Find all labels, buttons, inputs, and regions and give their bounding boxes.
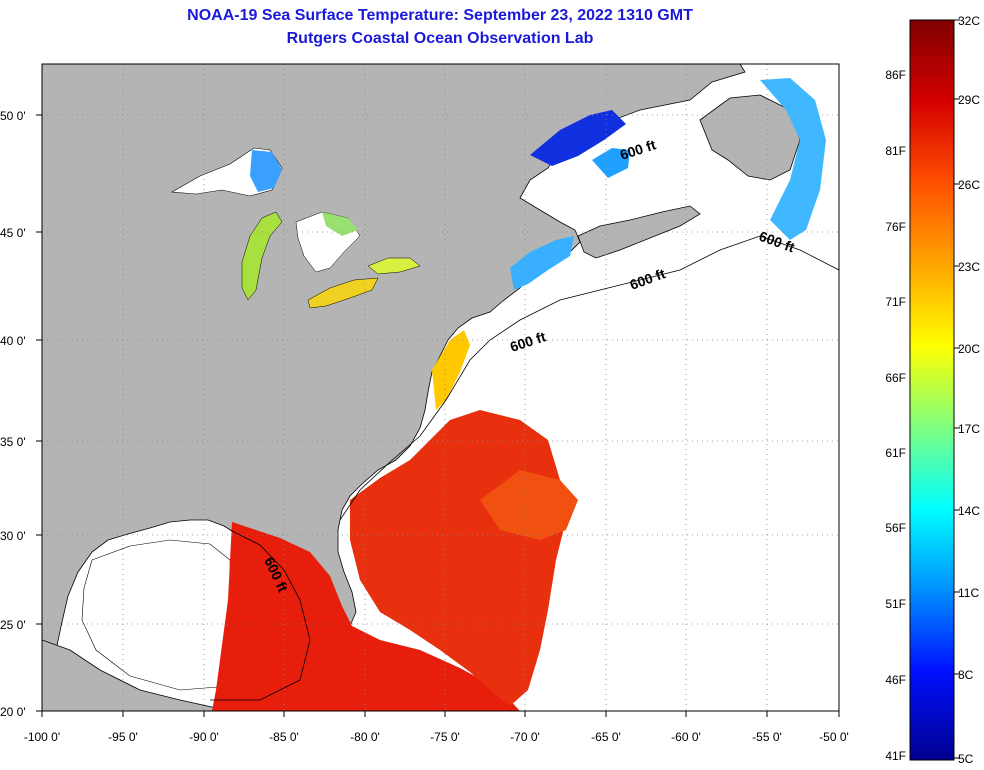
- lon-label-50w: -50 0': [819, 730, 849, 744]
- lake-superior-sst: [250, 150, 282, 192]
- colorbar-ticks: [954, 19, 960, 759]
- cb-label-56f: 56F: [885, 521, 906, 535]
- lon-label-75w: -75 0': [430, 730, 460, 744]
- lake-michigan-sst: [241, 211, 283, 301]
- map-title: NOAA-19 Sea Surface Temperature: Septemb…: [187, 7, 693, 24]
- newfoundland-land: [699, 94, 801, 181]
- isobath-600ft-line: [339, 235, 840, 521]
- cb-label-41f: 41F: [885, 749, 906, 763]
- map-subtitle: Rutgers Coastal Ocean Observation Lab: [286, 30, 594, 47]
- lon-label-80w: -80 0': [350, 730, 380, 744]
- north-america-land: [42, 64, 746, 711]
- sst-midatlantic-yellow: [432, 330, 470, 410]
- colorbar: [909, 19, 955, 761]
- sst-st-lawrence-blue: [530, 110, 626, 166]
- cb-label-76f: 76F: [885, 220, 906, 234]
- cb-label-66f: 66F: [885, 371, 906, 385]
- lon-label-100w: -100 0': [24, 730, 60, 744]
- lon-label-90w: -90 0': [189, 730, 219, 744]
- nova-scotia-land: [577, 205, 701, 259]
- lake-erie-sst: [307, 277, 379, 309]
- cb-label-14c: 14C: [958, 504, 980, 518]
- cb-label-17c: 17C: [958, 422, 980, 436]
- cb-label-5c: 5C: [958, 752, 974, 766]
- lake-ontario-sst: [367, 257, 421, 275]
- map-ticks: [36, 114, 840, 717]
- sst-gulf-red: [212, 522, 520, 711]
- sst-gulf-maine-cyan: [510, 236, 574, 290]
- lat-label-45n: 45 0': [0, 226, 26, 240]
- cb-label-23c: 23C: [958, 260, 980, 274]
- sst-florida-current: [480, 470, 578, 540]
- lat-label-40n: 40 0': [0, 334, 26, 348]
- cb-label-8c: 8C: [958, 668, 974, 682]
- isobath-600ft-line-gulf: [210, 529, 311, 701]
- cb-label-81f: 81F: [885, 144, 906, 158]
- map-frame: [41, 63, 840, 712]
- lat-label-35n: 35 0': [0, 435, 26, 449]
- sst-labrador-cyan: [760, 78, 826, 240]
- cb-label-11c: 11C: [958, 586, 979, 600]
- cb-label-26c: 26C: [958, 178, 980, 192]
- mexico-yucatan-land: [42, 639, 231, 711]
- lat-label-30n: 30 0': [0, 529, 26, 543]
- lat-label-25n: 25 0': [0, 618, 26, 632]
- cb-label-51f: 51F: [885, 597, 906, 611]
- lake-huron-sst: [322, 212, 358, 236]
- lon-label-95w: -95 0': [108, 730, 138, 744]
- cb-label-61f: 61F: [885, 446, 906, 460]
- lon-label-70w: -70 0': [510, 730, 540, 744]
- cb-label-46f: 46F: [885, 673, 906, 687]
- lon-label-55w: -55 0': [752, 730, 782, 744]
- lon-label-65w: -65 0': [591, 730, 621, 744]
- sst-gulf-st-lawrence-cyan: [592, 148, 630, 178]
- cb-label-32c: 32C: [958, 14, 980, 28]
- lon-label-60w: -60 0': [671, 730, 701, 744]
- cb-label-29c: 29C: [958, 93, 980, 107]
- cb-label-71f: 71F: [885, 295, 906, 309]
- lat-label-50n: 50 0': [0, 109, 26, 123]
- cb-label-20c: 20C: [958, 342, 980, 356]
- lon-label-85w: -85 0': [269, 730, 299, 744]
- cb-label-86f: 86F: [885, 68, 906, 82]
- lat-label-20n: 20 0': [0, 705, 26, 719]
